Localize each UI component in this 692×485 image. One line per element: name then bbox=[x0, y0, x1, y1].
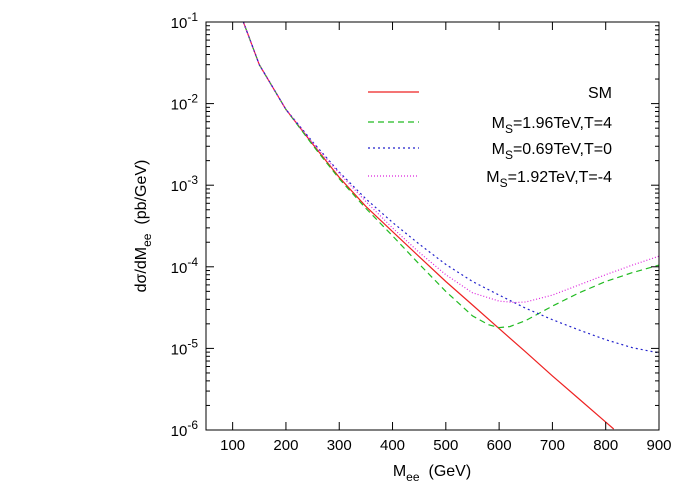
y-tick-label: 10-6 bbox=[171, 418, 199, 440]
x-tick-label: 700 bbox=[540, 437, 565, 454]
x-axis-title-unit: (GeV) bbox=[429, 463, 472, 480]
x-tick-label: 500 bbox=[433, 437, 458, 454]
legend: SM MS=1.96TeV,T=4 MS=0.69TeV,T=0 MS=1.92TeV… bbox=[368, 85, 612, 190]
series-line bbox=[242, 22, 659, 354]
tick-layer: 100 200 300 400 500 600 700 800 900 10-1 10-2 10-3 1… bbox=[171, 10, 672, 454]
legend-label: MS=1.96TeV,T=4 bbox=[492, 115, 612, 136]
legend-label: SM bbox=[588, 85, 612, 102]
y-axis-title-main: dσ/dM bbox=[133, 247, 150, 292]
plot-frame bbox=[205, 21, 660, 431]
x-axis-title-sub: ee bbox=[406, 470, 420, 484]
y-tick-label: 10-3 bbox=[171, 173, 199, 195]
x-tick-label: 600 bbox=[487, 437, 512, 454]
y-tick-label: 10-2 bbox=[171, 92, 199, 114]
x-tick-label: 200 bbox=[273, 437, 298, 454]
y-axis-title: dσ/dMee (pb/GeV) bbox=[133, 160, 154, 293]
x-axis-title-main: M bbox=[393, 463, 406, 480]
series-line bbox=[242, 22, 615, 430]
x-tick-label: 100 bbox=[220, 437, 245, 454]
legend-label: MS=1.92TeV,T=-4 bbox=[486, 169, 612, 190]
x-tick-label: 900 bbox=[646, 437, 671, 454]
y-tick-label: 10-5 bbox=[171, 336, 199, 358]
series-line bbox=[242, 22, 659, 329]
y-axis-title-unit: (pb/GeV) bbox=[133, 160, 150, 225]
x-tick-label: 400 bbox=[380, 437, 405, 454]
x-axis-title: Mee (GeV) bbox=[393, 463, 471, 484]
y-tick-label: 10-4 bbox=[171, 255, 199, 277]
legend-label: MS=0.69TeV,T=0 bbox=[492, 141, 612, 162]
y-axis-title-sub: ee bbox=[140, 233, 154, 247]
series-layer bbox=[242, 22, 659, 430]
y-tick-label: 10-1 bbox=[171, 10, 199, 32]
x-tick-label: 300 bbox=[327, 437, 352, 454]
x-tick-label: 800 bbox=[593, 437, 618, 454]
